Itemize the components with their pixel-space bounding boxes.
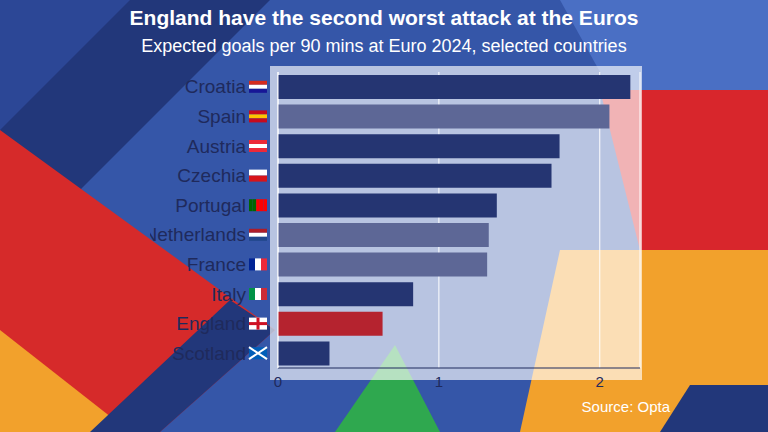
svg-text:0: 0 — [274, 373, 282, 390]
svg-text:Croatia: Croatia — [185, 76, 247, 97]
svg-text:Spain: Spain — [197, 106, 246, 127]
svg-text:Scotland: Scotland — [172, 343, 246, 364]
svg-text:Portugal: Portugal — [175, 195, 246, 216]
html-text:Source: Opta: Source: Opta — [581, 398, 670, 415]
svg-text:Austria: Austria — [187, 136, 247, 157]
svg-text:Italy: Italy — [211, 284, 246, 305]
svg-text:France: France — [187, 254, 246, 275]
html-text:Expected goals per 90 mins at: Expected goals per 90 mins at Euro 2024,… — [141, 36, 627, 56]
svg-text:1: 1 — [435, 373, 443, 390]
svg-text:Czechia: Czechia — [177, 165, 246, 186]
svg-text:2: 2 — [596, 373, 604, 390]
svg-text:Netherlands: Netherlands — [150, 224, 246, 245]
svg-text:England: England — [176, 313, 246, 334]
html-text:England have the second worst: England have the second worst attack at … — [129, 6, 639, 29]
